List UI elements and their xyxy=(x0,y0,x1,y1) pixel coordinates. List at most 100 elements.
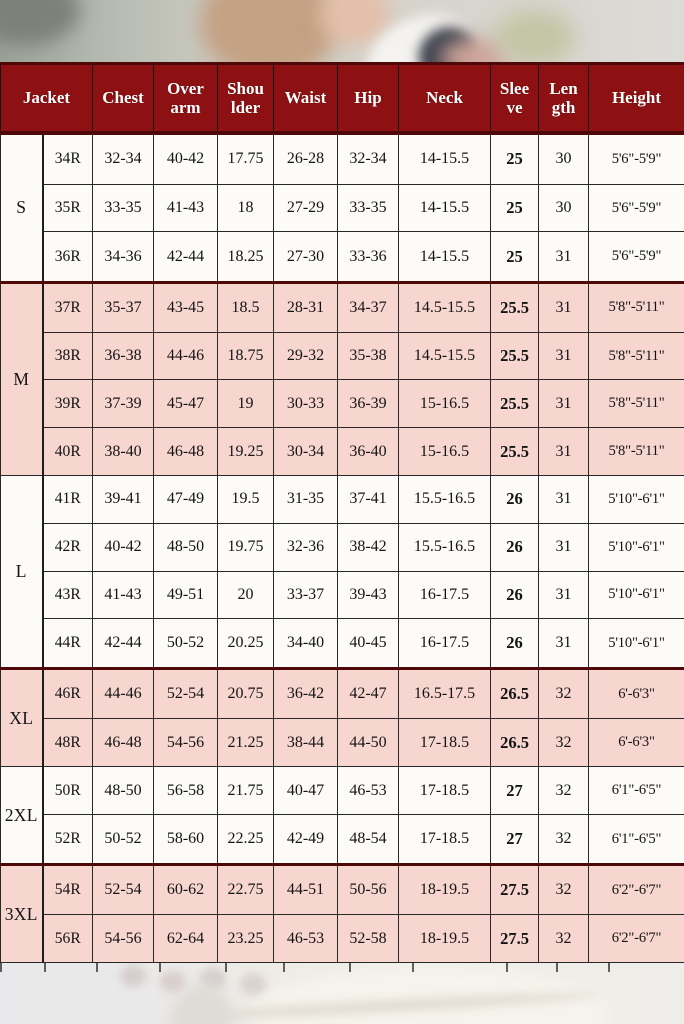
jacket-size-cell: 40R xyxy=(42,427,93,476)
photo-shadow-blob xyxy=(0,0,80,45)
measurement-cell: 42-47 xyxy=(337,667,399,720)
measurement-cell: 42-44 xyxy=(153,231,218,283)
measurement-cell: 32 xyxy=(538,863,589,916)
measurement-cell: 5'6"-5'9" xyxy=(588,231,684,283)
measurement-cell: 46-53 xyxy=(273,914,338,963)
measurement-cell: 28-31 xyxy=(273,280,338,333)
measurement-cell: 31 xyxy=(538,331,589,381)
measurement-cell: 6'2"-6'7" xyxy=(588,863,684,916)
measurement-cell: 50-56 xyxy=(337,863,399,916)
measurement-cell: 46-53 xyxy=(337,766,399,815)
measurement-cell: 17-18.5 xyxy=(398,813,491,866)
measurement-cell: 32-34 xyxy=(337,132,399,185)
measurement-cell: 44-51 xyxy=(273,863,338,916)
measurement-cell: 52-54 xyxy=(92,863,154,916)
button-blob-4 xyxy=(240,973,266,995)
measurement-cell: 23.25 xyxy=(217,914,274,963)
measurement-cell: 44-50 xyxy=(337,718,399,768)
measurement-cell: 31 xyxy=(538,618,589,670)
size-chart-body: S 34R 32-34 40-42 17.75 26-28 32-34 14-15.5 25 30… xyxy=(0,132,684,963)
measurement-cell: 27 xyxy=(490,813,539,866)
measurement-cell: 33-37 xyxy=(273,570,338,620)
measurement-cell: 31 xyxy=(538,427,589,476)
measurement-cell: 31 xyxy=(538,570,589,620)
measurement-cell: 31-35 xyxy=(273,474,338,524)
beard-blob xyxy=(200,0,340,62)
measurement-cell: 6'1"-6'5" xyxy=(588,813,684,866)
measurement-cell: 30 xyxy=(538,132,589,185)
measurement-cell: 49-51 xyxy=(153,570,218,620)
measurement-cell: 5'6"-5'9" xyxy=(588,183,684,233)
measurement-cell: 5'6"-5'9" xyxy=(588,132,684,185)
measurement-cell: 15-16.5 xyxy=(398,379,491,429)
measurement-cell: 14-15.5 xyxy=(398,132,491,185)
measurement-cell: 26-28 xyxy=(273,132,338,185)
size-chart-header: Jacket Chest Over arm Shou lder Waist Hip Neck… xyxy=(0,63,684,134)
measurement-cell: 36-38 xyxy=(92,331,154,381)
measurement-cell: 19 xyxy=(217,379,274,429)
table-row: M 37R 35-37 43-45 18.5 28-31 34-37 14.5-15.5 25.… xyxy=(0,280,684,476)
measurement-cell: 40-42 xyxy=(153,132,218,185)
measurement-cell: 30-33 xyxy=(273,379,338,429)
measurement-cell: 62-64 xyxy=(153,914,218,963)
table-row: S 34R 32-34 40-42 17.75 26-28 32-34 14-15.5 25 30… xyxy=(0,132,684,283)
measurement-cell: 6'2"-6'7" xyxy=(588,914,684,963)
measurement-cell: 52-54 xyxy=(153,667,218,720)
measurement-cell: 46-48 xyxy=(153,427,218,476)
table-row: 52R 50-52 58-60 22.25 42-49 48-54 17-18.5 27 32 6… xyxy=(1,813,684,866)
measurement-cell: 5'8"-5'11" xyxy=(588,280,684,333)
measurement-cell: 39-41 xyxy=(92,474,154,524)
measurement-cell: 5'10"-6'1" xyxy=(588,570,684,620)
measurement-cell: 38-44 xyxy=(273,718,338,768)
measurement-cell: 22.25 xyxy=(217,813,274,866)
measurement-cell: 31 xyxy=(538,379,589,429)
measurement-cell: 16-17.5 xyxy=(398,618,491,670)
measurement-cell: 27-30 xyxy=(273,231,338,283)
column-header: Chest xyxy=(92,63,154,134)
measurement-cell: 18.75 xyxy=(217,331,274,381)
measurement-cell: 18.5 xyxy=(217,280,274,333)
measurement-cell: 25 xyxy=(490,183,539,233)
greenery-blob xyxy=(495,10,575,62)
measurement-cell: 5'10"-6'1" xyxy=(588,618,684,670)
measurement-cell: 16-17.5 xyxy=(398,570,491,620)
measurement-cell: 33-35 xyxy=(337,183,399,233)
size-group-label: M xyxy=(0,280,44,476)
measurement-cell: 5'10"-6'1" xyxy=(588,474,684,524)
measurement-cell: 27-29 xyxy=(273,183,338,233)
measurement-cell: 42-49 xyxy=(273,813,338,866)
measurement-cell: 25 xyxy=(490,132,539,185)
measurement-cell: 52-58 xyxy=(337,914,399,963)
measurement-cell: 27.5 xyxy=(490,914,539,963)
jacket-size-cell: 52R xyxy=(42,813,93,866)
measurement-cell: 26 xyxy=(490,618,539,670)
measurement-cell: 34-37 xyxy=(337,280,399,333)
measurement-cell: 20 xyxy=(217,570,274,620)
measurement-cell: 5'8"-5'11" xyxy=(588,427,684,476)
measurement-cell: 18 xyxy=(217,183,274,233)
size-chart: Jacket Chest Over arm Shou lder Waist Hip Neck… xyxy=(0,62,684,963)
measurement-cell: 5'10"-6'1" xyxy=(588,522,684,572)
column-header: Height xyxy=(588,63,684,134)
measurement-cell: 32 xyxy=(538,667,589,720)
measurement-cell: 54-56 xyxy=(153,718,218,768)
measurement-cell: 6'1"-6'5" xyxy=(588,766,684,815)
measurement-cell: 42-44 xyxy=(92,618,154,670)
measurement-cell: 46-48 xyxy=(92,718,154,768)
measurement-cell: 25.5 xyxy=(490,427,539,476)
measurement-cell: 6'-6'3" xyxy=(588,718,684,768)
measurement-cell: 25.5 xyxy=(490,280,539,333)
measurement-cell: 14.5-15.5 xyxy=(398,331,491,381)
measurement-cell: 33-36 xyxy=(337,231,399,283)
table-row: 42R 40-42 48-50 19.75 32-36 38-42 15.5-16.5 26 3… xyxy=(1,522,684,572)
measurement-cell: 36-42 xyxy=(273,667,338,720)
jacket-size-cell: 44R xyxy=(42,618,93,670)
measurement-cell: 15-16.5 xyxy=(398,427,491,476)
size-group-label: S xyxy=(0,132,44,283)
measurement-cell: 35-38 xyxy=(337,331,399,381)
measurement-cell: 44-46 xyxy=(153,331,218,381)
product-photo-bottom xyxy=(0,963,684,1024)
measurement-cell: 48-50 xyxy=(153,522,218,572)
measurement-cell: 27 xyxy=(490,766,539,815)
column-header: Jacket xyxy=(0,63,93,134)
